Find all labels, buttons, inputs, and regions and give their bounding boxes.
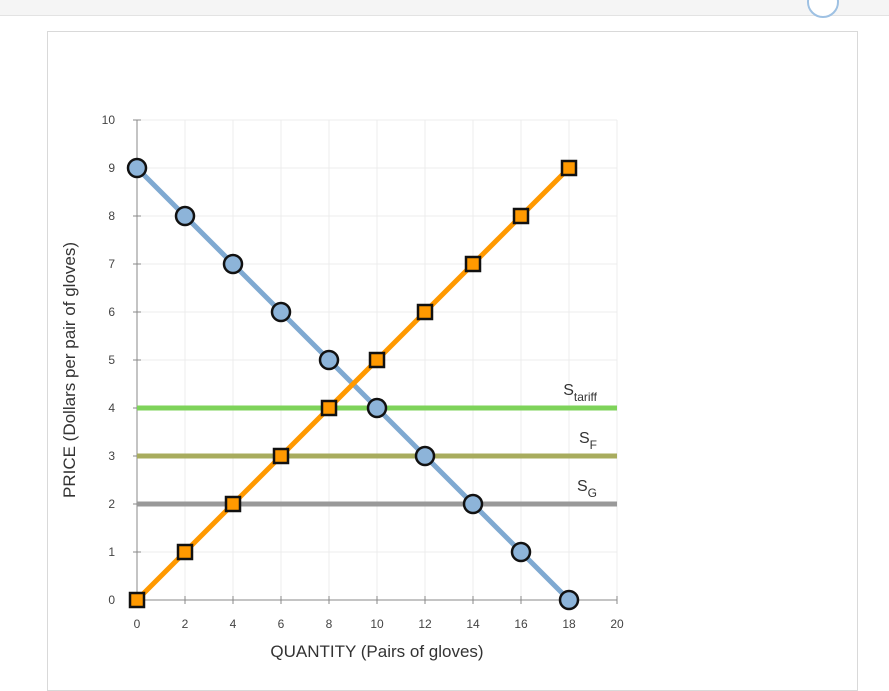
y-tick-label: 10 bbox=[102, 113, 116, 127]
y-tick-label: 0 bbox=[108, 593, 115, 607]
y-tick-label: 3 bbox=[108, 449, 115, 463]
label-S_G: SG bbox=[577, 478, 597, 500]
x-tick-label: 14 bbox=[466, 617, 480, 631]
y-axis-title: PRICE (Dollars per pair of gloves) bbox=[60, 242, 79, 498]
x-axis-title: QUANTITY (Pairs of gloves) bbox=[270, 642, 483, 661]
demand-point bbox=[174, 205, 196, 227]
x-tick-label: 18 bbox=[562, 617, 576, 631]
x-tick-label: 20 bbox=[610, 617, 624, 631]
y-tick-label: 7 bbox=[108, 257, 115, 271]
series bbox=[126, 157, 580, 611]
supply-point bbox=[320, 399, 338, 417]
top-bar bbox=[0, 0, 889, 16]
demand-point bbox=[222, 253, 244, 275]
demand-point bbox=[558, 589, 580, 611]
y-tick-label: 8 bbox=[108, 209, 115, 223]
x-tick-label: 4 bbox=[230, 617, 237, 631]
labels: QUANTITY (Pairs of gloves) PRICE (Dollar… bbox=[60, 242, 484, 661]
x-tick-label: 2 bbox=[182, 617, 189, 631]
demand-point bbox=[366, 397, 388, 419]
demand-point bbox=[270, 301, 292, 323]
supply-point bbox=[224, 495, 242, 513]
chart-panel bbox=[47, 31, 858, 691]
x-tick-label: 0 bbox=[134, 617, 141, 631]
supply-point bbox=[512, 207, 530, 225]
series-line-domestic-supply bbox=[135, 166, 571, 602]
y-tick-label: 4 bbox=[108, 401, 115, 415]
y-tick-label: 1 bbox=[108, 545, 115, 559]
demand-point bbox=[126, 157, 148, 179]
x-tick-label: 16 bbox=[514, 617, 528, 631]
x-tick-label: 6 bbox=[278, 617, 285, 631]
x-tick-label: 12 bbox=[418, 617, 432, 631]
x-tick-label: 10 bbox=[370, 617, 384, 631]
supply-point bbox=[464, 255, 482, 273]
demand-point bbox=[462, 493, 484, 515]
demand-point bbox=[414, 445, 436, 467]
label-S_tariff: Stariff bbox=[563, 382, 597, 404]
y-tick-label: 9 bbox=[108, 161, 115, 175]
supply-point bbox=[560, 159, 578, 177]
supply-point bbox=[272, 447, 290, 465]
supply-point bbox=[128, 591, 146, 609]
y-tick-label: 2 bbox=[108, 497, 115, 511]
demand-point bbox=[510, 541, 532, 563]
y-tick-label: 6 bbox=[108, 305, 115, 319]
supply-point bbox=[176, 543, 194, 561]
demand-point bbox=[318, 349, 340, 371]
x-tick-label: 8 bbox=[326, 617, 333, 631]
y-tick-label: 5 bbox=[108, 353, 115, 367]
supply-point bbox=[416, 303, 434, 321]
supply-point bbox=[368, 351, 386, 369]
label-S_F: SF bbox=[579, 430, 597, 452]
